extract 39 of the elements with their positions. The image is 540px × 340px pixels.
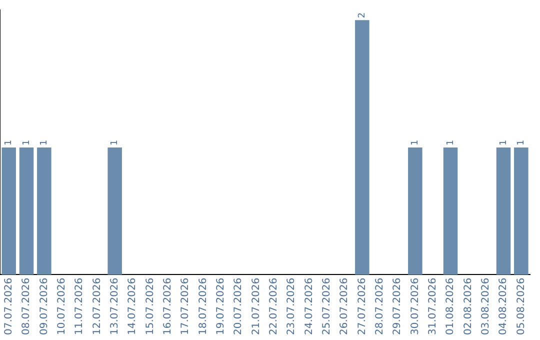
x-tick-label: 18.07.2026 — [198, 278, 209, 336]
x-tick-label: 27.07.2026 — [356, 278, 368, 336]
data-label: 1 — [410, 140, 421, 146]
x-tick-label: 29.07.2026 — [392, 278, 404, 336]
x-tick-label: 19.07.2026 — [215, 278, 226, 336]
data-label: 2 — [358, 12, 368, 18]
x-tick-label: 16.07.2026 — [162, 278, 174, 336]
x-tick-label: 10.07.2026 — [56, 278, 68, 336]
x-tick-label: 14.07.2026 — [127, 278, 138, 336]
data-label: 1 — [516, 140, 527, 146]
x-tick-label: 04.08.2026 — [498, 278, 510, 336]
x-tick-label: 31.07.2026 — [427, 278, 438, 336]
x-tick-label: 05.08.2026 — [516, 278, 527, 336]
x-tick-label: 03.08.2026 — [480, 278, 492, 336]
x-tick-label: 09.07.2026 — [38, 278, 50, 336]
x-tick-label: 28.07.2026 — [374, 278, 386, 336]
x-tick-label: 30.07.2026 — [410, 278, 421, 336]
x-tick-label: 23.07.2026 — [286, 278, 298, 336]
x-tick-label: 15.07.2026 — [144, 278, 156, 336]
data-label: 1 — [498, 140, 509, 146]
x-tick-label: 25.07.2026 — [321, 278, 332, 336]
data-label: 1 — [446, 140, 456, 146]
x-tick-label: 07.07.2026 — [3, 278, 14, 336]
x-tick-label: 17.07.2026 — [180, 278, 192, 336]
x-tick-label: 26.07.2026 — [339, 278, 350, 336]
data-label: 1 — [4, 140, 14, 146]
x-tick-label: 21.07.2026 — [250, 278, 262, 336]
x-tick-label: 20.07.2026 — [233, 278, 244, 336]
data-label: 1 — [22, 140, 32, 146]
data-label: 1 — [110, 140, 120, 146]
data-label: 1 — [40, 140, 50, 146]
x-tick-label: 01.08.2026 — [445, 278, 456, 336]
x-tick-label: 11.07.2026 — [74, 278, 86, 336]
x-tick-label: 22.07.2026 — [268, 278, 280, 336]
x-tick-label: 02.08.2026 — [462, 278, 474, 336]
x-tick-label: 13.07.2026 — [109, 278, 120, 336]
x-tick-label: 08.07.2026 — [21, 278, 32, 336]
x-tick-label: 24.07.2026 — [304, 278, 315, 336]
x-tick-label: 12.07.2026 — [92, 278, 103, 336]
